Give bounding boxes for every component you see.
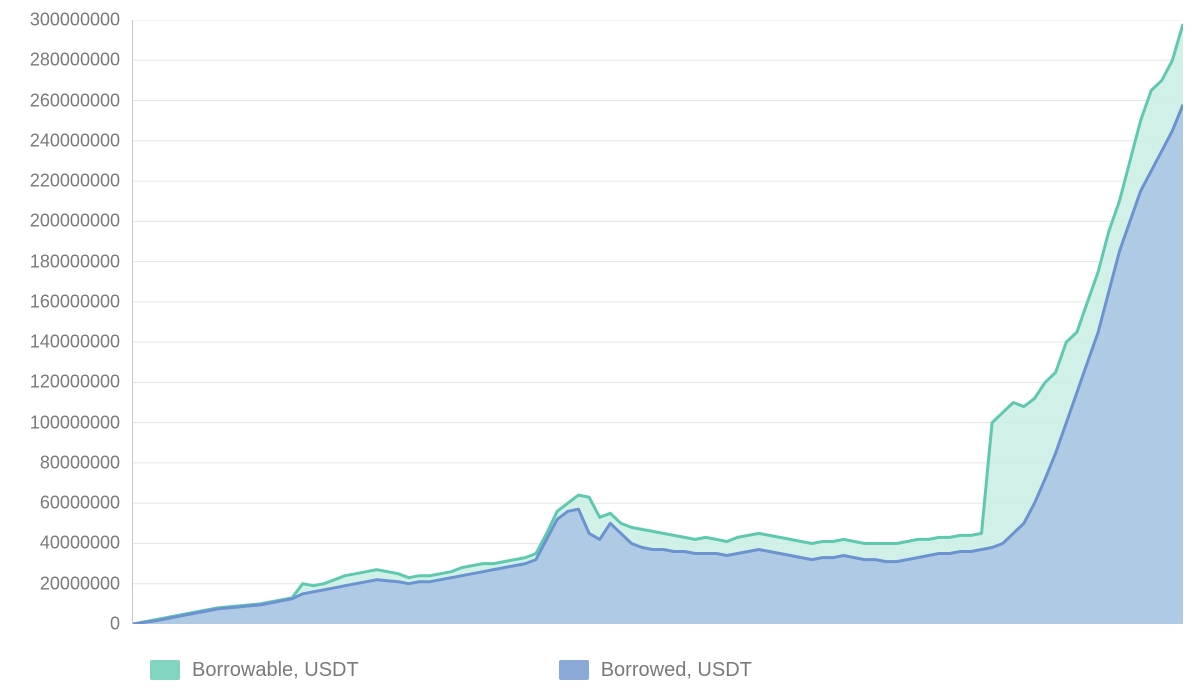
legend-item-borrowed: Borrowed, USDT bbox=[559, 659, 752, 682]
y-tick-label: 160000000 bbox=[30, 291, 120, 312]
legend-swatch-borrowed bbox=[559, 660, 589, 680]
y-tick-label: 220000000 bbox=[30, 171, 120, 192]
y-tick-label: 20000000 bbox=[40, 573, 120, 594]
y-tick-label: 60000000 bbox=[40, 493, 120, 514]
y-tick-label: 260000000 bbox=[30, 90, 120, 111]
series-group bbox=[133, 24, 1183, 624]
legend-item-borrowable: Borrowable, USDT bbox=[150, 659, 359, 682]
y-tick-label: 180000000 bbox=[30, 251, 120, 272]
legend-swatch-borrowable bbox=[150, 660, 180, 680]
y-tick-label: 100000000 bbox=[30, 412, 120, 433]
y-axis: 0200000004000000060000000800000001000000… bbox=[0, 0, 130, 624]
y-tick-label: 140000000 bbox=[30, 332, 120, 353]
legend-label-borrowed: Borrowed, USDT bbox=[601, 659, 752, 682]
chart-svg bbox=[133, 20, 1183, 624]
y-tick-label: 40000000 bbox=[40, 533, 120, 554]
y-tick-label: 280000000 bbox=[30, 50, 120, 71]
y-tick-label: 0 bbox=[110, 614, 120, 635]
y-tick-label: 80000000 bbox=[40, 452, 120, 473]
y-tick-label: 120000000 bbox=[30, 372, 120, 393]
legend: Borrowable, USDT Borrowed, USDT bbox=[150, 650, 1050, 690]
legend-label-borrowable: Borrowable, USDT bbox=[192, 659, 359, 682]
y-tick-label: 240000000 bbox=[30, 130, 120, 151]
y-tick-label: 200000000 bbox=[30, 211, 120, 232]
y-tick-label: 300000000 bbox=[30, 10, 120, 31]
usdt-borrow-chart: 0 20000000 40000000 60000000 80000000 1000000… bbox=[0, 0, 1192, 694]
plot-area bbox=[132, 20, 1182, 624]
